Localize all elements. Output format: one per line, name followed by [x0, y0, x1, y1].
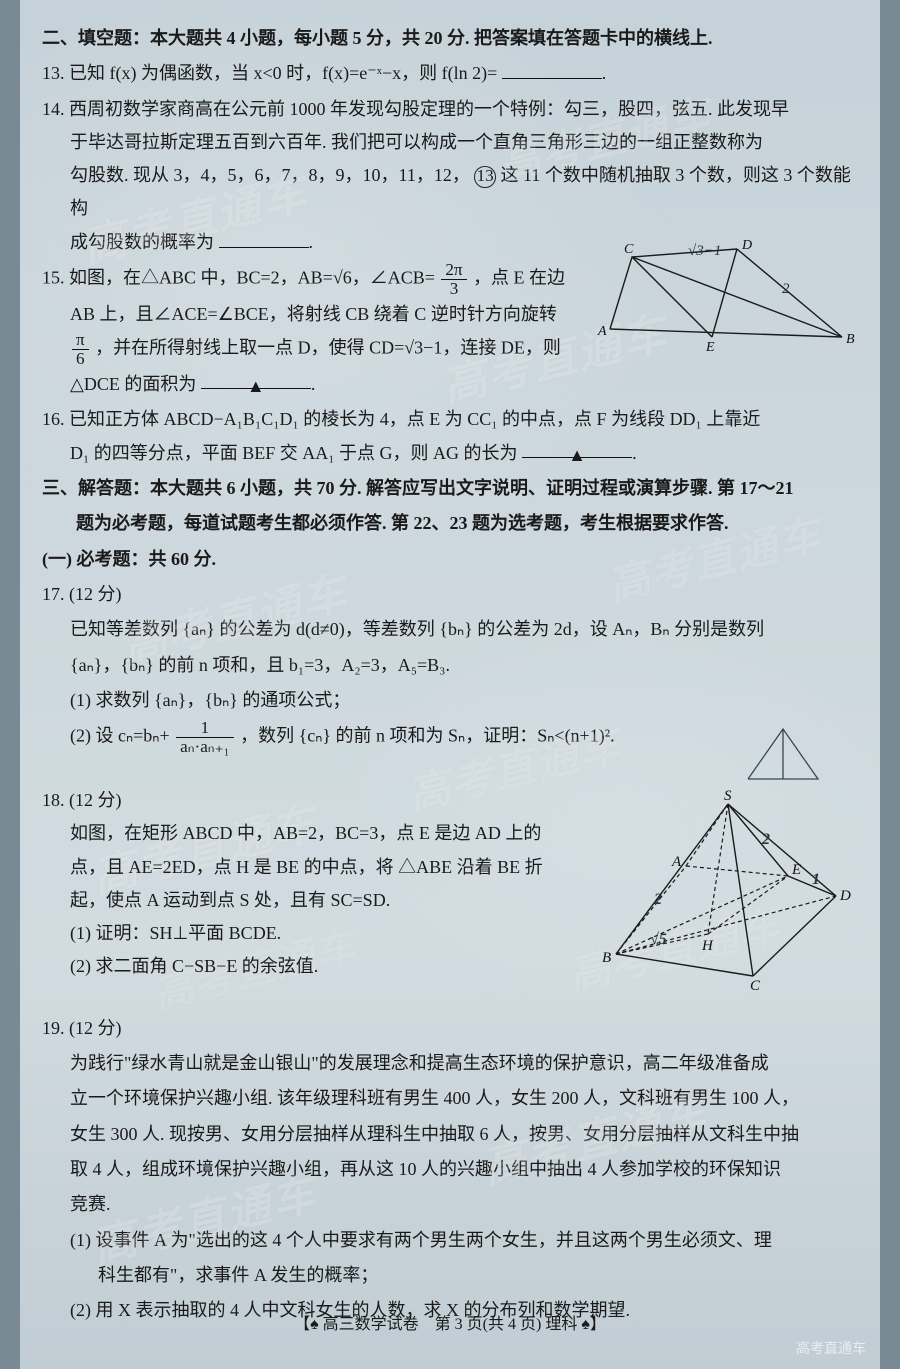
- svg-text:B: B: [846, 332, 855, 347]
- q18-figure: S A B C D E H √5 2 2 1: [598, 804, 858, 994]
- q19-l3: 女生 300 人. 现按男、女用分层抽样从理科生中抽取 6 人，按男、女用分层抽…: [42, 1118, 858, 1151]
- q17-p2b: ，数列 {cₙ} 的前 n 项和为 Sₙ，证明：Sₙ<(n+1)².: [240, 726, 615, 746]
- q19-l4: 取 4 人，组成环境保护兴趣小组，再从这 10 人的兴趣小组中抽出 4 人参加学…: [42, 1153, 858, 1186]
- q15-line4: △DCE 的面积为 .: [42, 368, 858, 401]
- q18-svg: S A B C D E H √5 2 2 1: [598, 804, 858, 994]
- section-2-title: 二、填空题：本大题共 4 小题，每小题 5 分，共 20 分. 把答案填在答题卡…: [42, 22, 858, 55]
- q19-p1a: (1) 设事件 A 为"选出的这 4 个人中要求有两个男生两个女生，并且这两个男…: [42, 1224, 858, 1257]
- svg-text:S: S: [724, 788, 732, 804]
- section-3-title-2: 题为必考题，每道试题考生都必须作答. 第 22、23 题为选考题，考生根据要求作…: [42, 507, 858, 540]
- q15-frac-2pi3: 2π 3: [441, 261, 466, 298]
- q15-figure: A C D E B √3−1 2: [592, 243, 862, 353]
- q13-text: 13. 已知 f(x) 为偶函数，当 x<0 时，f(x)=e⁻ˣ−x，则 f(…: [42, 63, 502, 83]
- question-15: 15. 如图，在△ABC 中，BC=2，AB=√6，∠ACB= 2π 3 ，点 …: [42, 261, 858, 401]
- q17-frac: 1 aₙ·aₙ₊₁: [176, 719, 233, 756]
- section-3-sub: (一) 必考题：共 60 分.: [42, 543, 858, 576]
- svg-text:E: E: [791, 862, 801, 878]
- q15-l1a: 15. 如图，在△ABC 中，BC=2，AB=√6，∠ACB=: [42, 268, 435, 288]
- q19-p1b: 科生都有"，求事件 A 发生的概率；: [42, 1259, 858, 1292]
- svg-text:C: C: [624, 242, 634, 257]
- svg-text:√5: √5: [650, 931, 667, 948]
- question-19-head: 19. (12 分): [42, 1012, 858, 1045]
- q19-l2: 立一个环境保护兴趣小组. 该年级理科班有男生 400 人，女生 200 人，文科…: [42, 1082, 858, 1115]
- q15-l1b: ，点 E 在边: [473, 268, 565, 288]
- svg-text:√3−1: √3−1: [688, 243, 721, 259]
- q16-blank: [522, 437, 632, 458]
- svg-text:A: A: [671, 854, 682, 870]
- svg-text:2: 2: [653, 891, 662, 908]
- frac-num: π: [72, 331, 89, 350]
- q14-line3: 勾股数. 现从 3，4，5，6，7，8，9，10，11，12， 13 这 11 …: [42, 159, 858, 226]
- q15-frac-pi6: π 6: [72, 331, 89, 368]
- question-14: 14. 西周初数学家商高在公元前 1000 年发现勾股定理的一个特例：勾三，股四…: [42, 93, 858, 259]
- q15-svg: A C D E B √3−1 2: [592, 243, 862, 353]
- q15-blank: [201, 368, 311, 389]
- svg-text:2: 2: [761, 831, 770, 848]
- q14-line2: 于毕达哥拉斯定理五百到六百年. 我们把可以构成一个直角三角形三边的一组正整数称为: [42, 126, 858, 159]
- brand-watermark: 高考直通车: [796, 1336, 866, 1362]
- section-3-title: 三、解答题：本大题共 6 小题，共 70 分. 解答应写出文字说明、证明过程或演…: [42, 472, 858, 505]
- circled-13: 13: [474, 166, 496, 188]
- q14-blank: [219, 227, 309, 248]
- svg-text:D: D: [741, 238, 752, 253]
- q17-p2a: (2) 设 cₙ=bₙ+: [70, 726, 170, 746]
- svg-text:E: E: [705, 340, 715, 355]
- q14-l4: 成勾股数的概率为: [70, 232, 219, 252]
- frac-den: 3: [441, 280, 466, 298]
- svg-text:2: 2: [782, 281, 790, 297]
- frac-den: aₙ·aₙ₊₁: [176, 738, 233, 756]
- exam-page: 高考直通车高考直通车高考直通车高考直通车高考直通车高考直通车高考直通车高考直通车…: [20, 0, 880, 1369]
- frac-num: 2π: [441, 261, 466, 280]
- q18-inset-sketch: [738, 724, 828, 795]
- svg-text:1: 1: [812, 871, 820, 888]
- question-16: 16. 已知正方体 ABCD−A₁B₁C₁D₁ 的棱长为 4，点 E 为 CC₁…: [42, 403, 858, 470]
- svg-text:A: A: [597, 324, 607, 339]
- frac-num: 1: [176, 719, 233, 738]
- page-footer: 【♠ 高三数学试卷 第 3 页(共 4 页) 理科 ♠】: [20, 1310, 880, 1340]
- q17-l1: 已知等差数列 {aₙ} 的公差为 d(d≠0)，等差数列 {bₙ} 的公差为 2…: [42, 613, 858, 646]
- svg-text:D: D: [839, 888, 851, 904]
- question-18: 18. (12 分) 如图，在矩形 ABCD 中，AB=2，BC=3，点 E 是…: [42, 784, 858, 984]
- svg-text:B: B: [602, 950, 611, 966]
- q17-l2: {aₙ}，{bₙ} 的前 n 项和，且 b₁=3，A₂=3，A₅=B₃.: [42, 649, 858, 682]
- question-17-head: 17. (12 分): [42, 578, 858, 611]
- q15-l4a: △DCE 的面积为: [70, 374, 201, 394]
- q17-p2: (2) 设 cₙ=bₙ+ 1 aₙ·aₙ₊₁ ，数列 {cₙ} 的前 n 项和为…: [42, 719, 858, 756]
- frac-den: 6: [72, 350, 89, 368]
- q19-l5: 竞赛.: [42, 1188, 858, 1221]
- question-13: 13. 已知 f(x) 为偶函数，当 x<0 时，f(x)=e⁻ˣ−x，则 f(…: [42, 57, 858, 90]
- q14-line1: 14. 西周初数学家商高在公元前 1000 年发现勾股定理的一个特例：勾三，股四…: [42, 93, 858, 126]
- q16-line2: D₁ 的四等分点，平面 BEF 交 AA₁ 于点 G，则 AG 的长为 .: [42, 437, 858, 470]
- q14-l3a: 勾股数. 现从 3，4，5，6，7，8，9，10，11，12，: [70, 165, 470, 185]
- q13-blank: [502, 59, 602, 80]
- q19-l1: 为践行"绿水青山就是金山银山"的发展理念和提高生态环境的保护意识，高二年级准备成: [42, 1047, 858, 1080]
- q16-line1: 16. 已知正方体 ABCD−A₁B₁C₁D₁ 的棱长为 4，点 E 为 CC₁…: [42, 403, 858, 436]
- q16-l2a: D₁ 的四等分点，平面 BEF 交 AA₁ 于点 G，则 AG 的长为: [70, 443, 522, 463]
- svg-text:C: C: [750, 978, 761, 994]
- svg-text:H: H: [701, 938, 714, 954]
- q17-p1: (1) 求数列 {aₙ}，{bₙ} 的通项公式；: [42, 684, 858, 717]
- q15-l3: ，并在所得射线上取一点 D，使得 CD=√3−1，连接 DE，则: [95, 338, 561, 358]
